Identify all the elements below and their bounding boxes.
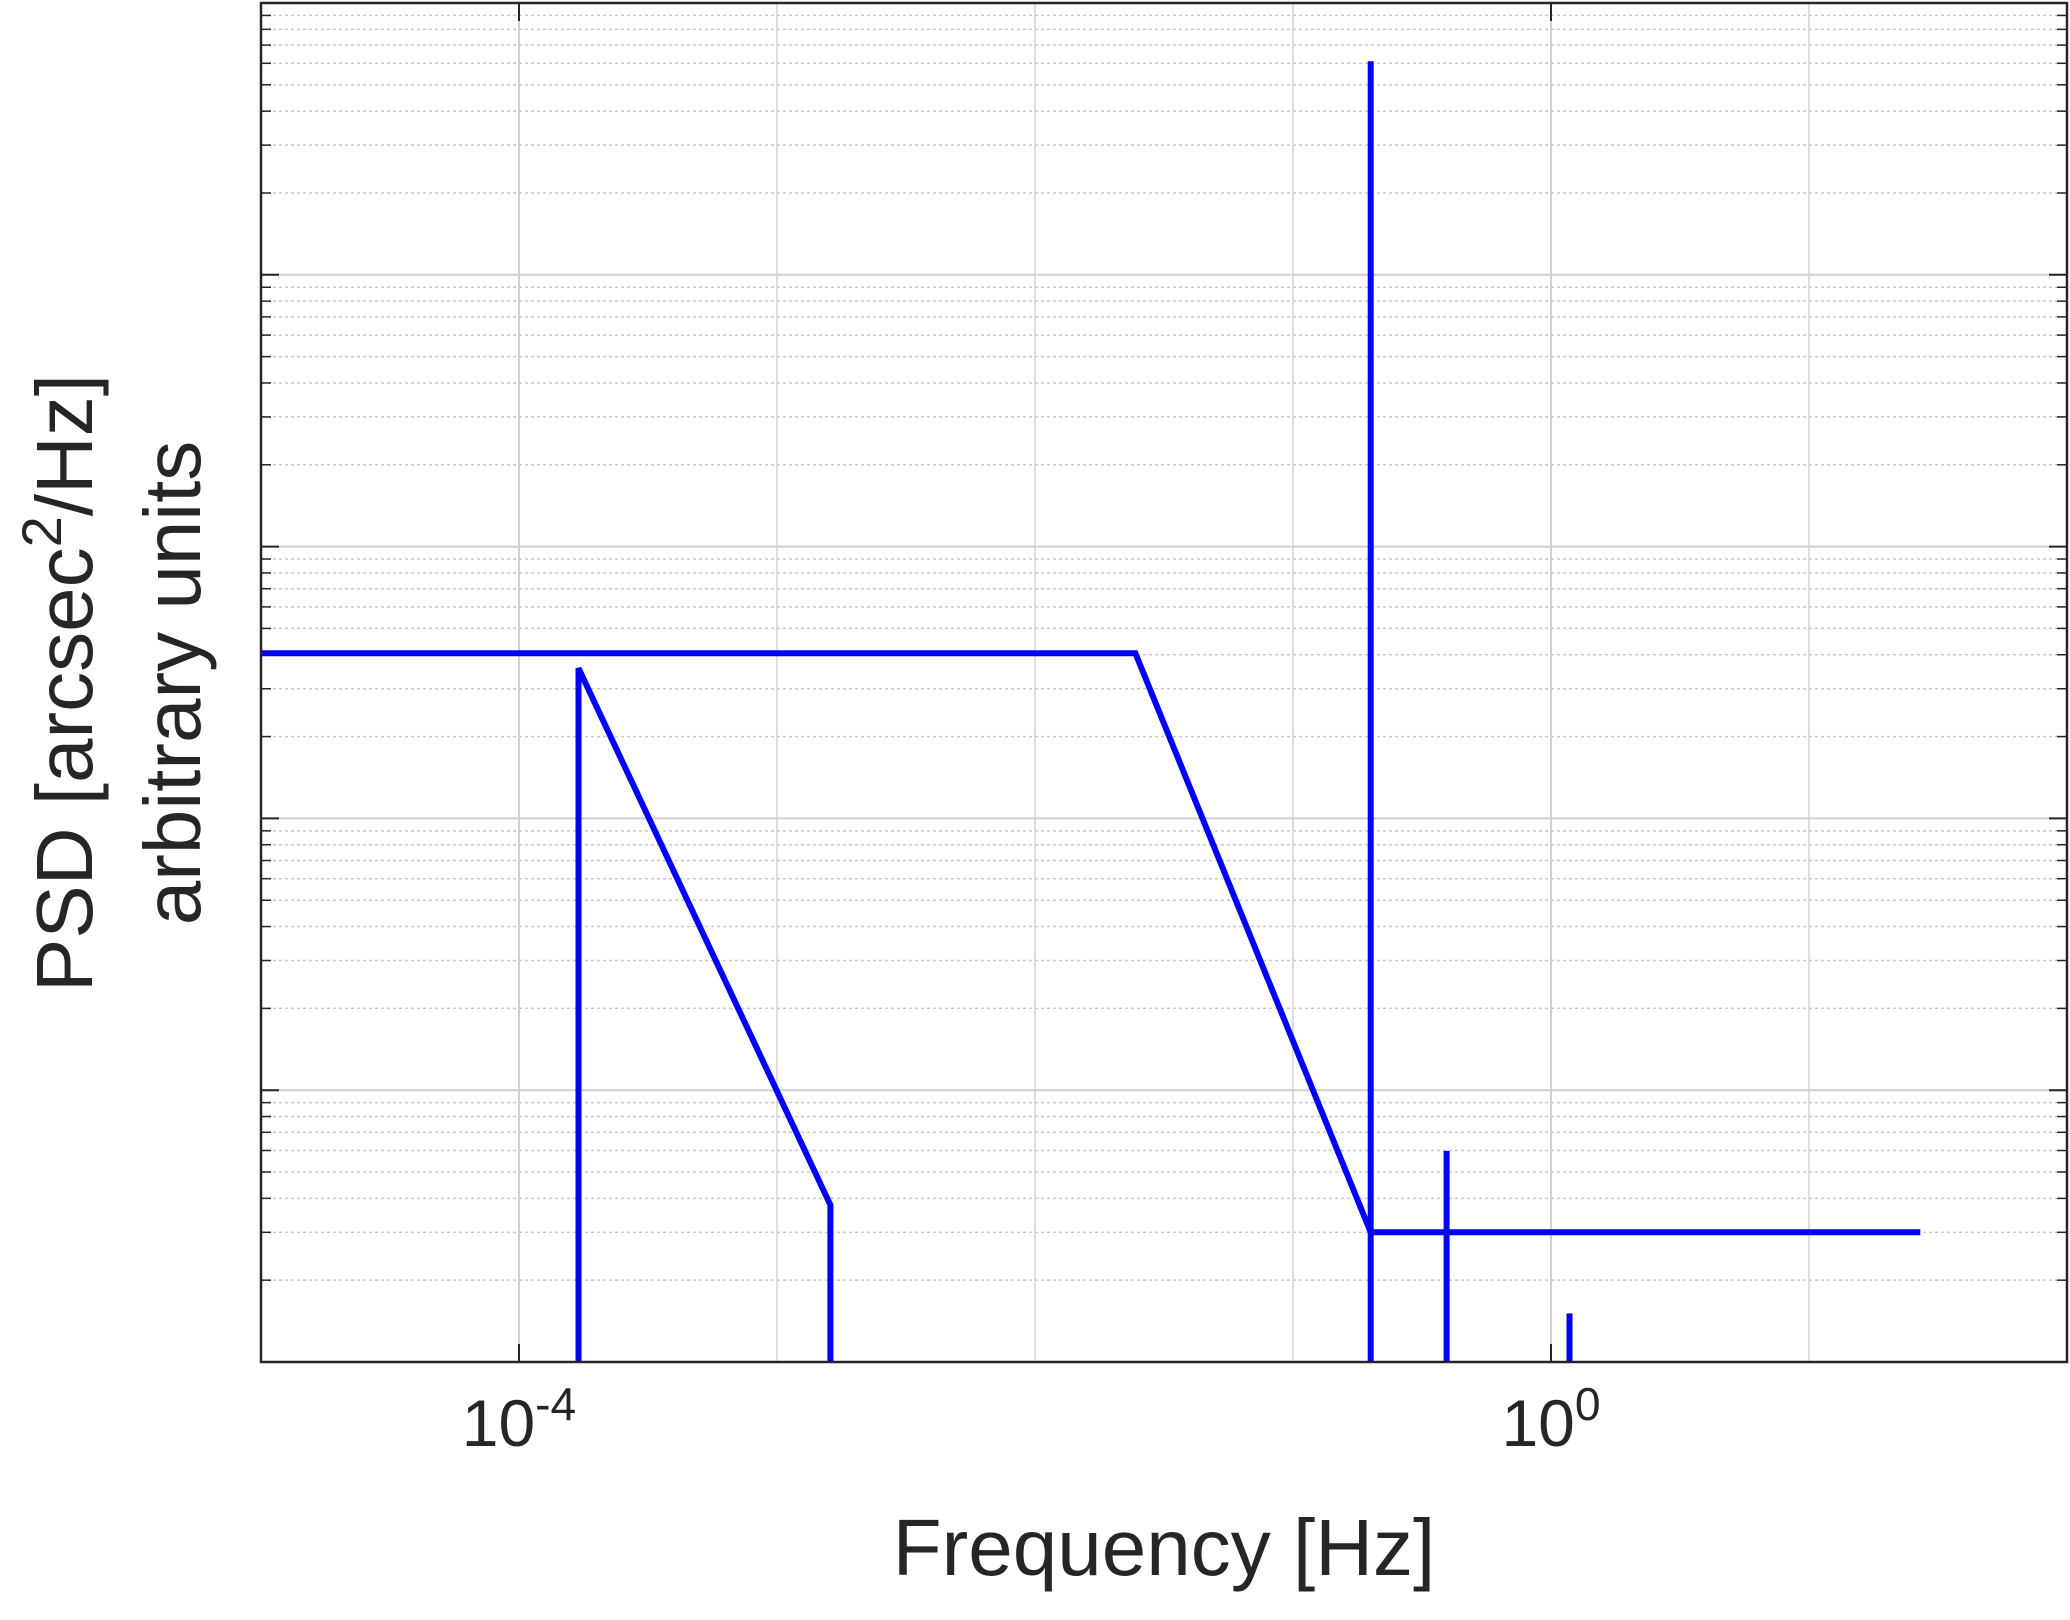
x-axis-label: Frequency [Hz] [893,1503,1435,1592]
grid [261,2,2067,1363]
line [575,666,834,1362]
x-tick-label: 10-4 [462,1378,577,1460]
axes-box [259,1,2069,1364]
y-axis-label: PSD [arcsec2/Hz] [10,374,110,992]
line [261,650,1921,1236]
x-tick-label: 100 [1501,1378,1600,1460]
marks [261,61,1921,1362]
y-axis-label: arbitrary units [128,441,217,926]
